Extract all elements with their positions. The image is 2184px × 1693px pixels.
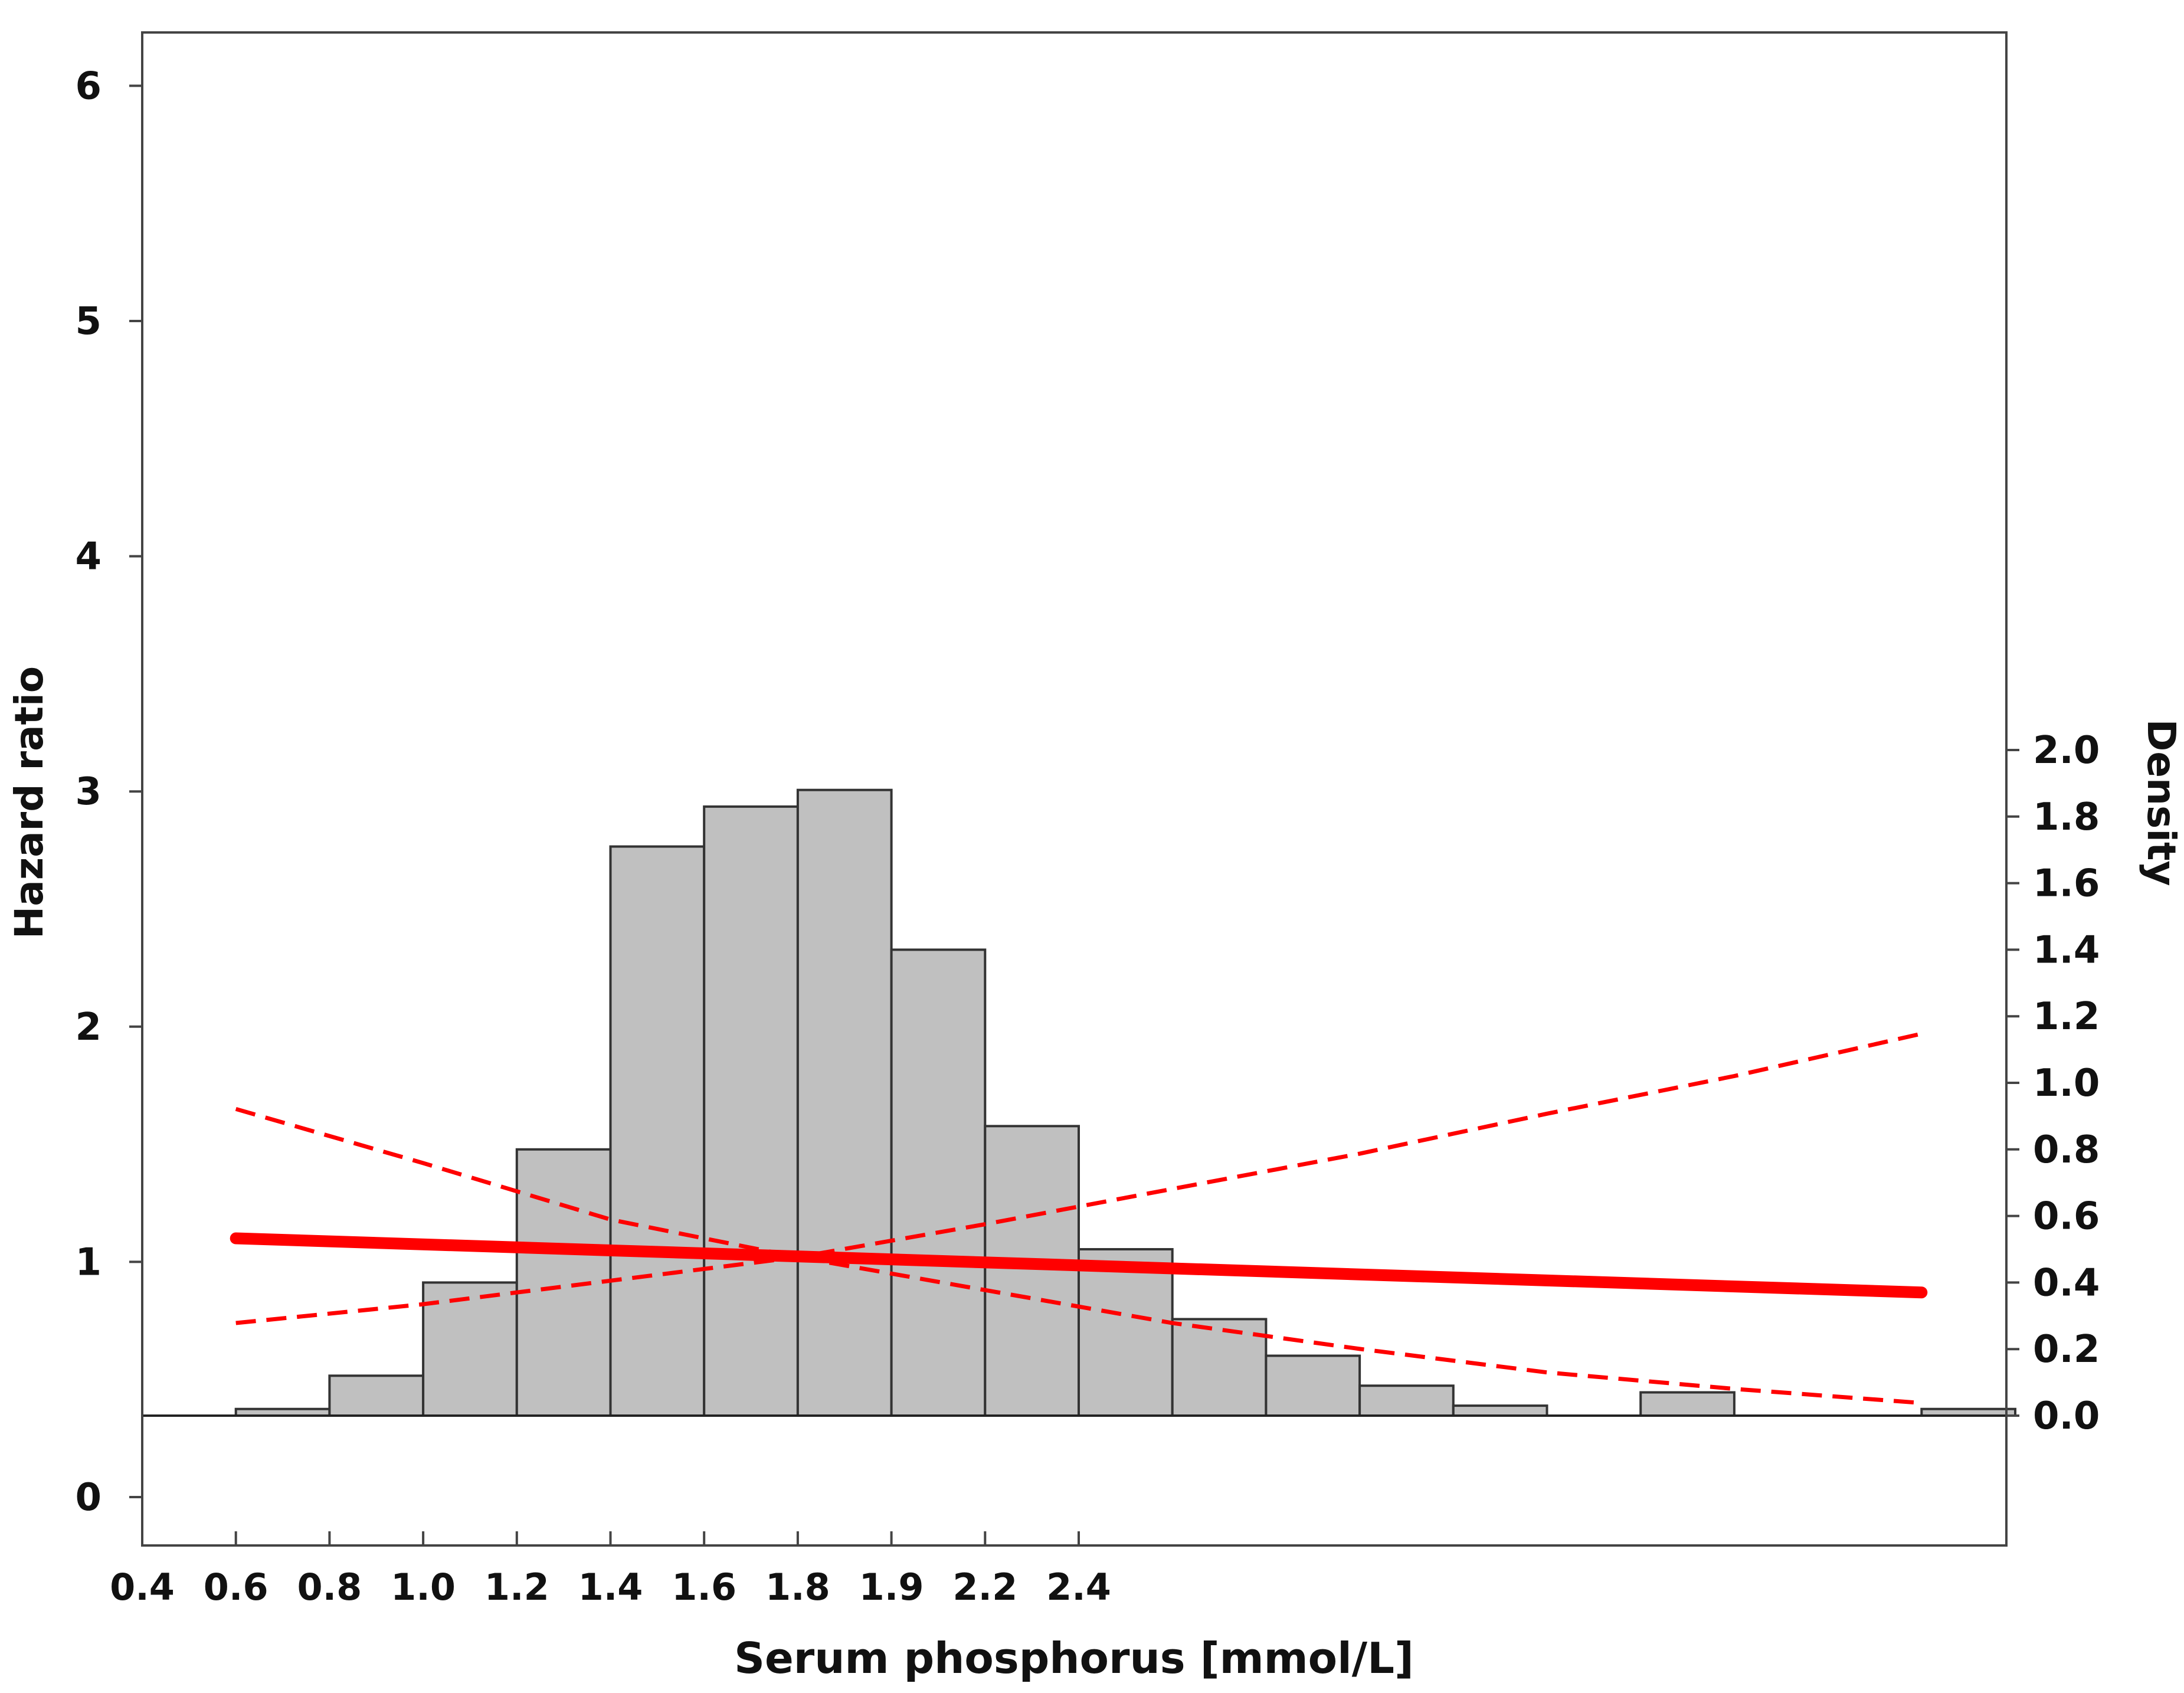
- left-tick-label: 2: [75, 1006, 101, 1049]
- right-tick-label: 0.8: [2033, 1128, 2100, 1172]
- x-tick-label: 1.6: [672, 1566, 736, 1609]
- left-tick-label: 6: [75, 64, 101, 108]
- histogram-bar-7: [890, 948, 987, 1417]
- x-tick-label: 1.8: [765, 1566, 830, 1609]
- right-axis-ticks: 0.0 0.2 0.4 0.6 0.8 1.0 1.2 1.4 1.6 1.8 2.0: [2006, 729, 2100, 1438]
- left-tick-label: 4: [75, 535, 101, 579]
- x-tick-label: 1.4: [578, 1566, 643, 1609]
- histogram-bar-14: [1639, 1391, 1736, 1417]
- left-tick-label: 1: [75, 1240, 101, 1284]
- left-tick-label: 3: [75, 770, 101, 814]
- histogram-bar-12: [1358, 1384, 1455, 1417]
- x-tick-label: 0.4: [110, 1566, 175, 1609]
- right-tick-label: 1.6: [2033, 862, 2100, 906]
- right-tick-label: 0.6: [2033, 1195, 2100, 1239]
- histogram-bar-8: [984, 1125, 1080, 1417]
- plot-frame: [141, 31, 2008, 1547]
- right-tick-label: 1.2: [2033, 995, 2100, 1039]
- left-axis-ticks: 0 1 2 3 4 5 6: [75, 64, 142, 1520]
- hazard-ratio-line: [230, 1232, 1928, 1299]
- x-tick-label: 1.2: [484, 1566, 549, 1609]
- right-axis-title: Density: [2139, 719, 2184, 886]
- x-tick-label: 2.4: [1046, 1566, 1111, 1609]
- right-tick-label: 2.0: [2033, 729, 2100, 772]
- x-tick-label: 1.9: [859, 1566, 924, 1609]
- confidence-band-line-1: [235, 1031, 1923, 1325]
- right-tick-label: 0.0: [2033, 1394, 2100, 1438]
- x-axis-ticks: 0.4 0.6 0.8 1.0 1.2 1.4 1.6 1.8 1.9 2.2 2.4: [110, 1531, 1111, 1609]
- right-tick-label: 1.4: [2033, 928, 2100, 972]
- histogram-bar-9: [1078, 1248, 1174, 1417]
- x-tick-label: 2.2: [952, 1566, 1017, 1609]
- histogram-bar-3: [515, 1148, 612, 1417]
- right-tick-label: 1.0: [2033, 1062, 2100, 1105]
- x-axis-title: Serum phosphorus [mmol/L]: [734, 1633, 1414, 1683]
- histogram-bar-10: [1171, 1318, 1268, 1417]
- left-tick-label: 0: [75, 1476, 101, 1520]
- confidence-band-line-2: [235, 1106, 1922, 1406]
- left-tick-label: 5: [75, 300, 101, 343]
- hazard-ratio-curves: [230, 1031, 1928, 1406]
- histogram-bar-1: [328, 1374, 425, 1417]
- x-tick-label: 0.8: [297, 1566, 362, 1609]
- histogram-bar-13: [1452, 1404, 1548, 1417]
- histogram-bar-11: [1265, 1354, 1361, 1417]
- right-tick-label: 1.8: [2033, 795, 2100, 839]
- x-tick-label: 1.0: [391, 1566, 456, 1609]
- right-tick-label: 0.4: [2033, 1261, 2100, 1305]
- histogram-bar-4: [609, 845, 706, 1417]
- histogram-bar-6: [796, 788, 893, 1417]
- left-axis-title: Hazard ratio: [6, 666, 52, 939]
- histogram-bar-5: [703, 805, 799, 1417]
- x-tick-label: 0.6: [204, 1566, 269, 1609]
- histogram-bars: [234, 788, 2017, 1417]
- right-tick-label: 0.2: [2033, 1328, 2100, 1371]
